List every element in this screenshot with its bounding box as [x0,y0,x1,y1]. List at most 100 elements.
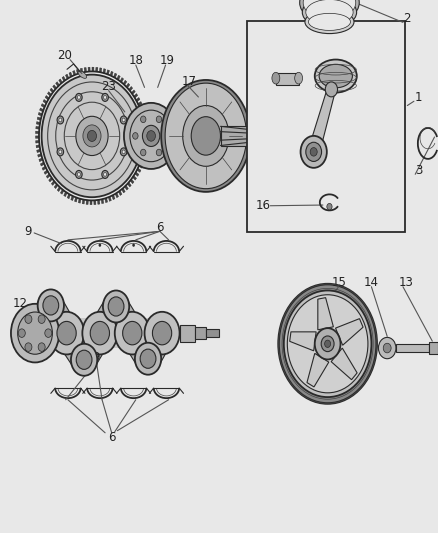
Circle shape [25,343,32,351]
Polygon shape [95,67,98,72]
Polygon shape [139,164,143,168]
Circle shape [147,131,155,141]
Circle shape [378,337,396,359]
Circle shape [103,173,106,176]
Circle shape [88,131,96,141]
Circle shape [123,321,142,345]
Circle shape [76,93,82,101]
Polygon shape [90,200,92,205]
Polygon shape [131,90,135,94]
Polygon shape [106,297,142,342]
Ellipse shape [315,60,357,93]
Polygon shape [73,70,76,75]
Polygon shape [37,117,41,120]
Polygon shape [59,79,62,84]
Ellipse shape [306,0,353,25]
Polygon shape [36,145,40,148]
Circle shape [156,116,162,123]
Polygon shape [71,196,74,200]
Polygon shape [84,68,86,72]
Bar [260,129,272,143]
Polygon shape [124,185,128,190]
Polygon shape [127,182,131,187]
Polygon shape [39,158,43,161]
Polygon shape [46,174,50,178]
Polygon shape [64,192,67,197]
Polygon shape [138,101,142,106]
Circle shape [321,336,334,352]
Circle shape [135,343,161,375]
Circle shape [325,340,331,348]
Ellipse shape [319,64,353,88]
Polygon shape [105,198,108,203]
Bar [99,318,133,348]
Polygon shape [318,297,333,330]
Polygon shape [336,319,363,345]
Circle shape [310,148,317,156]
Polygon shape [88,67,90,71]
Text: 1: 1 [414,91,422,103]
Circle shape [25,315,32,324]
Polygon shape [123,80,127,85]
Polygon shape [86,200,88,205]
Polygon shape [57,324,94,369]
Text: 2: 2 [403,12,411,25]
Polygon shape [129,86,133,91]
Circle shape [102,171,108,179]
Circle shape [120,148,127,156]
Circle shape [325,82,338,97]
Circle shape [18,312,53,354]
Polygon shape [49,177,53,182]
Circle shape [57,148,64,156]
Polygon shape [307,353,329,387]
Polygon shape [145,133,148,136]
Circle shape [122,118,125,122]
Circle shape [120,116,127,124]
Bar [180,325,195,342]
Polygon shape [126,83,130,88]
Circle shape [145,312,180,354]
Polygon shape [35,140,39,143]
Polygon shape [50,88,54,93]
Polygon shape [331,348,357,379]
Text: 15: 15 [332,276,347,289]
Polygon shape [76,69,79,74]
Ellipse shape [305,10,354,34]
Circle shape [49,312,84,354]
Circle shape [142,125,160,147]
Polygon shape [144,124,148,127]
Circle shape [284,290,371,397]
Polygon shape [115,193,119,198]
Polygon shape [78,198,81,203]
Polygon shape [82,199,85,204]
Polygon shape [103,69,106,74]
Polygon shape [144,147,148,150]
Polygon shape [60,189,64,194]
Circle shape [83,125,101,147]
Ellipse shape [78,71,87,78]
Polygon shape [62,76,66,81]
Circle shape [76,350,92,369]
Text: 12: 12 [13,297,28,310]
Circle shape [99,244,101,247]
Circle shape [383,343,391,353]
Polygon shape [38,112,42,116]
Circle shape [279,284,377,403]
Circle shape [71,344,97,376]
Circle shape [164,133,170,139]
Circle shape [11,304,59,362]
Bar [34,318,67,348]
Circle shape [141,149,146,156]
Circle shape [76,171,82,179]
Circle shape [82,312,117,354]
Polygon shape [141,110,145,114]
Polygon shape [101,199,104,204]
Polygon shape [135,172,139,176]
Ellipse shape [161,80,251,192]
Polygon shape [143,151,147,155]
Polygon shape [39,108,43,112]
Circle shape [18,329,25,337]
Circle shape [108,297,124,316]
Polygon shape [106,70,110,75]
Polygon shape [57,187,61,191]
